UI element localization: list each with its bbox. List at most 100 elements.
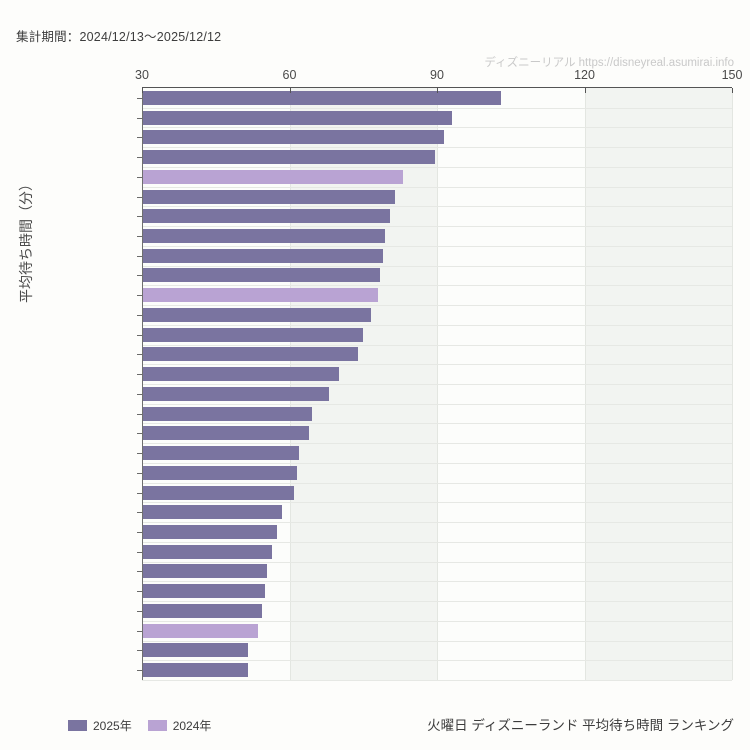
legend-item[interactable]: 2024年 [147,717,212,734]
y-axis-tick [137,354,142,355]
y-axis-tick [137,650,142,651]
row-separator [142,641,732,642]
bar[interactable] [142,485,295,500]
y-axis-tick [137,670,142,671]
row-separator [142,187,732,188]
y-axis-tick [137,453,142,454]
bar[interactable] [142,544,273,559]
chart-footer-title: 火曜日 ディズニーランド 平均待ち時間 ランキング [427,718,734,733]
row-separator [142,601,732,602]
bar[interactable] [142,130,445,145]
row-separator [142,226,732,227]
bar[interactable] [142,189,396,204]
bar[interactable] [142,209,391,224]
y-axis-tick [137,98,142,99]
bar[interactable] [142,307,371,322]
x-axis-line [142,87,732,88]
y-axis-tick [137,552,142,553]
row-separator [142,167,732,168]
y-axis-tick [137,177,142,178]
x-axis-tick-label: 30 [135,68,149,82]
row-separator [142,483,732,484]
y-axis-tick [137,414,142,415]
row-separator [142,581,732,582]
row-separator [142,680,732,681]
legend-item[interactable]: 2025年 [68,717,132,734]
x-axis-tick [142,88,143,93]
row-separator [142,502,732,503]
row-separator [142,443,732,444]
y-axis-tick [137,571,142,572]
bar[interactable] [142,150,435,165]
bar[interactable] [142,268,381,283]
bar[interactable] [142,169,403,184]
bar[interactable] [142,643,248,658]
row-separator [142,463,732,464]
row-separator [142,562,732,563]
row-separator [142,325,732,326]
row-separator [142,147,732,148]
y-axis-tick [137,374,142,375]
bar[interactable] [142,426,310,441]
bar[interactable] [142,288,378,303]
bar[interactable] [142,406,312,421]
y-axis-tick [137,118,142,119]
legend-swatch-icon [68,720,87,731]
row-separator [142,246,732,247]
bar[interactable] [142,505,283,520]
y-axis-tick [137,275,142,276]
y-axis-tick [137,315,142,316]
y-axis-line [142,88,143,680]
bar[interactable] [142,327,364,342]
bar[interactable] [142,229,386,243]
bar[interactable] [142,110,452,125]
bar[interactable] [142,446,300,461]
row-separator [142,305,732,306]
legend-label: 2024年 [172,719,212,733]
x-axis-tick [584,88,586,93]
bar[interactable] [142,603,263,618]
legend-label: 2025年 [93,719,132,733]
y-axis-tick [137,157,142,158]
bar[interactable] [142,90,501,105]
y-axis-tick [137,591,142,592]
row-separator [142,542,732,543]
x-axis-tick-label: 120 [574,68,595,82]
x-axis-tick [289,88,291,93]
row-separator [142,206,732,207]
bar[interactable] [142,623,258,638]
bar[interactable] [142,663,248,678]
bar[interactable] [142,564,268,579]
x-axis-tick-label: 90 [430,68,444,82]
row-separator [142,404,732,405]
chart-legend: 2025年 2024年 [68,717,211,734]
y-axis-tick [137,493,142,494]
bar[interactable] [142,367,339,382]
bar[interactable] [142,465,297,480]
x-axis-tick-label: 150 [721,68,743,82]
y-axis-tick [137,137,142,138]
row-separator [142,364,732,365]
y-axis-tick [137,216,142,217]
plot-area [142,88,733,681]
site-watermark: ディズニーリアル https://disneyreal.asumirai.inf… [484,57,734,69]
bar[interactable] [142,347,359,362]
y-axis-tick [137,433,142,434]
x-gridline [732,88,733,680]
y-axis-tick [137,335,142,336]
bar[interactable] [142,248,383,263]
bar[interactable] [142,386,329,401]
y-axis-tick [137,197,142,198]
row-separator [142,108,732,109]
y-axis-tick [137,236,142,237]
y-axis-tick [137,394,142,395]
y-axis-tick [137,295,142,296]
bar[interactable] [142,525,278,539]
row-separator [142,345,732,346]
row-separator [142,285,732,286]
row-separator [142,660,732,661]
bar[interactable] [142,584,265,599]
y-axis-tick [137,473,142,474]
row-separator [142,522,732,523]
